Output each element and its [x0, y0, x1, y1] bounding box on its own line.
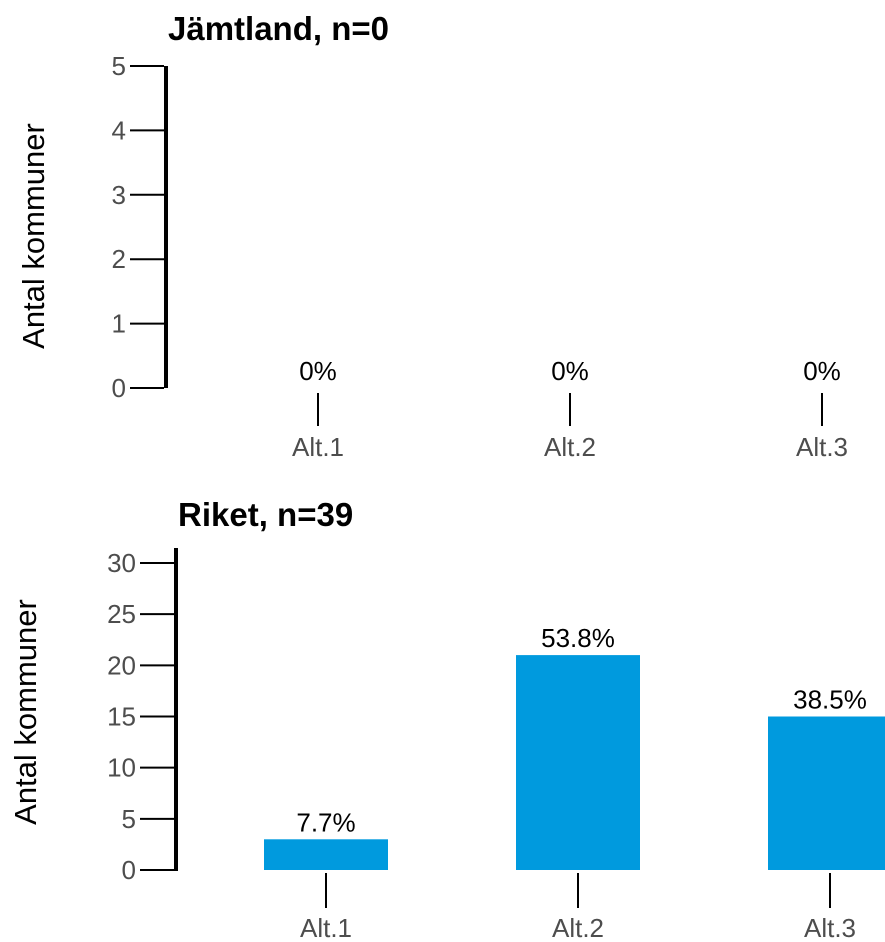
y-tick-label: 3: [112, 180, 126, 210]
y-axis-label-riket: Antal kommuner: [8, 599, 43, 825]
y-tick-label: 2: [112, 244, 126, 274]
chart-title-riket: Riket, n=39: [178, 496, 353, 533]
y-tick-label: 1: [112, 309, 126, 339]
data-label: 7.7%: [296, 807, 355, 837]
data-label: 53.8%: [541, 623, 615, 653]
plot-area-jamtland: 0 1 2 3 4 5 0% Alt.1 0% Alt.2 0% Alt.3: [112, 51, 848, 462]
y-tick-label: 5: [112, 51, 126, 81]
y-tick-label: 5: [122, 804, 136, 834]
y-tick-label: 25: [107, 599, 136, 629]
x-tick-label: Alt.3: [796, 432, 848, 462]
y-tick-label: 0: [122, 855, 136, 885]
plot-area-riket: 0 5 10 15 20 25 30 7.7% Alt.1 53.8% Alt.2 38.5% Alt.…: [107, 548, 885, 942]
x-tick-label: Alt.1: [292, 432, 344, 462]
data-label: 0%: [803, 356, 841, 386]
bar-alt2: [516, 655, 640, 870]
data-label: 38.5%: [793, 685, 867, 715]
y-axis-label-jamtland: Antal kommuner: [16, 123, 51, 349]
y-tick-label: 4: [112, 115, 126, 145]
y-tick-label: 20: [107, 650, 136, 680]
data-label: 0%: [299, 356, 337, 386]
chart-title-jamtland: Jämtland, n=0: [168, 10, 389, 47]
y-tick-label: 15: [107, 702, 136, 732]
y-tick-label: 10: [107, 753, 136, 783]
y-tick-label: 0: [112, 373, 126, 403]
bar-alt3: [768, 716, 885, 870]
x-tick-label: Alt.1: [300, 913, 352, 942]
x-tick-label: Alt.3: [804, 913, 856, 942]
data-label: 0%: [551, 356, 589, 386]
x-tick-label: Alt.2: [544, 432, 596, 462]
bar-alt1: [264, 839, 388, 870]
x-tick-label: Alt.2: [552, 913, 604, 942]
y-tick-label: 30: [107, 548, 136, 578]
